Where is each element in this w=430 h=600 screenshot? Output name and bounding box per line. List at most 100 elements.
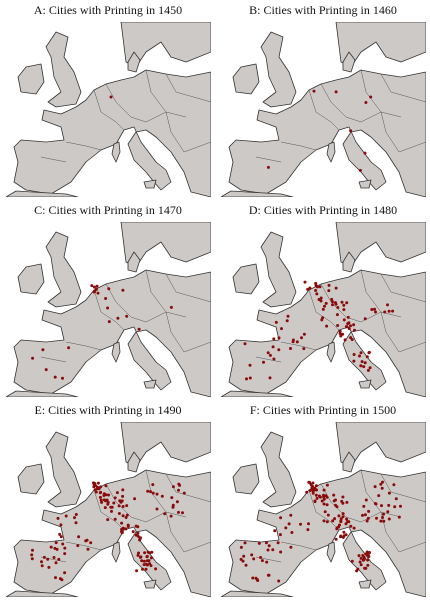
city-dot bbox=[341, 332, 345, 336]
city-dot bbox=[171, 485, 175, 489]
city-dot bbox=[342, 303, 346, 307]
city-dot bbox=[89, 541, 93, 545]
city-dot bbox=[387, 517, 391, 521]
city-dot bbox=[244, 563, 248, 567]
city-dot bbox=[177, 482, 181, 486]
city-dot bbox=[273, 529, 277, 533]
city-dot bbox=[31, 356, 35, 360]
city-dot bbox=[334, 286, 338, 290]
city-dot bbox=[182, 491, 186, 495]
city-dot bbox=[358, 560, 362, 564]
city-dot bbox=[271, 345, 275, 349]
city-dot bbox=[352, 353, 356, 356]
city-dot bbox=[331, 303, 334, 307]
city-dot bbox=[90, 284, 94, 288]
city-dot bbox=[177, 488, 180, 492]
city-dot bbox=[96, 291, 100, 295]
city-dot bbox=[381, 516, 384, 519]
city-dot bbox=[138, 536, 142, 540]
city-dot bbox=[117, 504, 121, 508]
city-dot bbox=[112, 501, 116, 505]
city-dot bbox=[67, 346, 71, 350]
city-dot bbox=[322, 497, 326, 501]
city-dot bbox=[380, 486, 384, 490]
city-dot bbox=[287, 522, 291, 526]
city-dot bbox=[323, 510, 327, 514]
city-dot bbox=[149, 556, 153, 560]
city-dot bbox=[370, 308, 374, 311]
city-dot bbox=[59, 535, 63, 539]
city-dot bbox=[309, 483, 313, 486]
city-dot bbox=[341, 515, 345, 519]
city-dot bbox=[76, 544, 80, 548]
city-dot bbox=[393, 505, 397, 509]
city-dot bbox=[362, 504, 366, 508]
city-dot bbox=[308, 489, 312, 492]
city-dot bbox=[382, 512, 385, 516]
city-dot bbox=[361, 554, 365, 557]
city-dot bbox=[285, 319, 289, 323]
city-dot bbox=[155, 492, 159, 496]
city-dot bbox=[332, 499, 336, 503]
city-dot bbox=[324, 494, 328, 498]
city-dot bbox=[144, 567, 148, 571]
city-dot bbox=[113, 517, 117, 521]
city-dot bbox=[53, 546, 57, 550]
city-dot bbox=[94, 490, 98, 494]
city-dot bbox=[386, 510, 390, 514]
city-dot bbox=[109, 95, 113, 99]
city-dot bbox=[117, 512, 121, 515]
city-dot bbox=[359, 563, 363, 567]
city-dot bbox=[347, 321, 351, 325]
city-dot bbox=[306, 528, 310, 532]
city-dot bbox=[323, 304, 326, 308]
city-dot bbox=[267, 573, 271, 577]
city-dot bbox=[289, 513, 293, 517]
city-dot bbox=[383, 310, 387, 314]
city-dot bbox=[335, 313, 339, 317]
city-dot bbox=[251, 576, 255, 580]
city-dot bbox=[44, 368, 48, 372]
city-dot bbox=[319, 296, 323, 300]
city-dot bbox=[375, 516, 378, 520]
map-panel: F: Cities with Printing in 1500 bbox=[221, 403, 426, 597]
city-dot bbox=[368, 366, 372, 370]
city-dot bbox=[93, 290, 97, 293]
city-dot bbox=[102, 498, 106, 502]
city-dot bbox=[331, 519, 335, 523]
city-dot bbox=[350, 338, 354, 341]
city-dot bbox=[177, 510, 180, 514]
city-dot bbox=[357, 554, 361, 558]
city-dot bbox=[280, 327, 283, 331]
city-dot bbox=[248, 363, 252, 367]
city-dot bbox=[374, 310, 377, 314]
city-dot bbox=[63, 571, 67, 575]
city-dot bbox=[40, 560, 43, 564]
city-dot bbox=[336, 306, 340, 309]
city-dot bbox=[104, 484, 108, 488]
city-dot bbox=[133, 497, 137, 501]
city-dot bbox=[300, 336, 303, 340]
city-dot bbox=[345, 301, 349, 305]
map-panel: A: Cities with Printing in 1450 bbox=[6, 3, 211, 197]
panel-title: B: Cities with Printing in 1460 bbox=[249, 3, 397, 17]
city-dot bbox=[341, 535, 345, 539]
city-dot bbox=[272, 357, 276, 361]
city-dot bbox=[250, 553, 254, 557]
city-dot bbox=[154, 567, 158, 571]
city-dot bbox=[386, 303, 389, 307]
city-dot bbox=[341, 495, 345, 499]
city-dot bbox=[243, 342, 247, 346]
city-dot bbox=[47, 565, 51, 569]
city-dot bbox=[322, 488, 326, 492]
city-dot bbox=[366, 563, 370, 567]
city-dot bbox=[336, 324, 340, 327]
city-dot bbox=[146, 489, 150, 493]
city-dot bbox=[266, 165, 270, 169]
city-dot bbox=[125, 513, 129, 517]
city-dot bbox=[272, 337, 276, 341]
city-dot bbox=[277, 336, 281, 340]
city-dot bbox=[312, 89, 316, 93]
city-dot bbox=[61, 376, 64, 380]
